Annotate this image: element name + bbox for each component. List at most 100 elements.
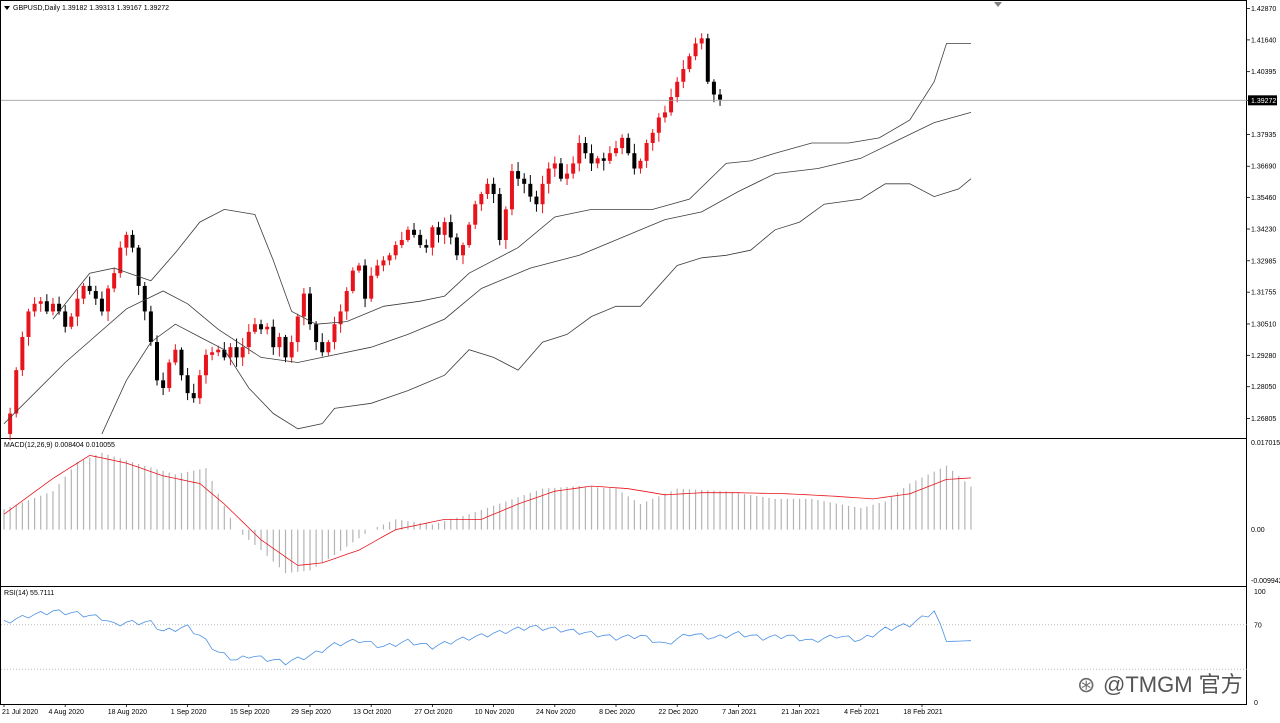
candle-bull bbox=[381, 260, 386, 266]
candle-bull bbox=[595, 158, 600, 164]
candle-bull bbox=[124, 234, 129, 248]
bollinger-upper-line bbox=[52, 43, 971, 325]
axes-layer: 1.42870 1.41640 1.40395 1.39272 1.37935 1.366… bbox=[2, 6, 1280, 716]
candle-bear bbox=[412, 229, 417, 235]
date-tick-label: 8 Dec 2020 bbox=[599, 709, 635, 716]
candle-bear bbox=[136, 247, 141, 286]
watermark-text: @TMGM 官方 bbox=[1103, 672, 1243, 697]
last-price-tag-box bbox=[1248, 95, 1277, 106]
candle-bull bbox=[473, 204, 478, 225]
candle-bull bbox=[620, 137, 625, 149]
date-tick-label: 18 Aug 2020 bbox=[108, 709, 147, 716]
candle-bull bbox=[565, 173, 570, 179]
price-tick-label: 1.30510 bbox=[1251, 321, 1276, 328]
date-tick-label: 7 Jan 2021 bbox=[722, 709, 757, 716]
rsi-line bbox=[3, 609, 972, 666]
candle-bull bbox=[356, 265, 361, 271]
price-tick-label: 1.41640 bbox=[1251, 37, 1276, 44]
candle-bull bbox=[216, 349, 221, 353]
watermark: ⊛ @TMGM 官方 bbox=[1077, 672, 1243, 697]
date-tick-label: 21 Jul 2020 bbox=[2, 709, 38, 716]
price-series-layer bbox=[1, 33, 1247, 441]
candle-bull bbox=[301, 293, 306, 317]
candle-bull bbox=[69, 316, 74, 327]
candle-bull bbox=[614, 148, 618, 154]
candle-bull bbox=[50, 303, 55, 312]
candle-bear bbox=[516, 171, 521, 179]
rsi-tick-label: 0 bbox=[1254, 700, 1258, 707]
candle-bear bbox=[522, 178, 527, 184]
candle-bear bbox=[161, 380, 166, 389]
candle-bull bbox=[607, 153, 612, 161]
macd-series-layer bbox=[3, 452, 972, 574]
candle-bull bbox=[167, 362, 172, 389]
candle-bear bbox=[705, 38, 710, 82]
candle-bear bbox=[142, 285, 147, 312]
candle-bull bbox=[344, 291, 349, 312]
candle-bull bbox=[81, 285, 86, 299]
price-tick-label: 1.40395 bbox=[1251, 69, 1276, 76]
price-tick-label: 1.42870 bbox=[1251, 6, 1276, 13]
chart-shift-marker-icon[interactable] bbox=[994, 2, 1002, 7]
candle-bear bbox=[148, 311, 153, 343]
candle-bear bbox=[497, 194, 502, 240]
chart-menu-triangle-icon[interactable] bbox=[4, 6, 10, 10]
candle-bull bbox=[540, 183, 545, 205]
candle-bear bbox=[308, 293, 312, 325]
date-tick-label: 24 Nov 2020 bbox=[536, 709, 576, 716]
date-tick-label: 15 Sep 2020 bbox=[230, 709, 270, 716]
candle-bear bbox=[222, 349, 227, 358]
candle-bear bbox=[191, 393, 196, 399]
date-tick-label: 29 Sep 2020 bbox=[291, 709, 331, 716]
candle-bull bbox=[246, 331, 251, 348]
rsi-tick-label: 70 bbox=[1254, 622, 1262, 629]
candle-bear bbox=[283, 336, 288, 358]
candle-bull bbox=[8, 413, 13, 434]
candle-bear bbox=[130, 234, 135, 248]
last-price-tag: 1.39272 bbox=[1251, 98, 1276, 105]
candle-bull bbox=[650, 132, 655, 143]
price-tick-label: 1.34230 bbox=[1251, 227, 1276, 234]
candle-bear bbox=[528, 183, 533, 197]
candle-bull bbox=[106, 288, 111, 312]
candle-bear bbox=[271, 326, 276, 348]
candle-bear bbox=[57, 303, 62, 312]
candle-bull bbox=[203, 354, 208, 376]
price-tick-label: 1.31755 bbox=[1251, 290, 1276, 297]
candle-bull bbox=[277, 336, 282, 348]
candle-bull bbox=[571, 163, 576, 174]
price-tick-label: 1.36690 bbox=[1251, 164, 1276, 171]
bollinger-middle-line bbox=[3, 112, 972, 424]
candle-bear bbox=[87, 285, 92, 292]
candle-bear bbox=[314, 324, 319, 343]
candle-bull bbox=[405, 229, 410, 240]
candle-bull bbox=[393, 245, 398, 256]
date-tick-label: 13 Oct 2020 bbox=[353, 709, 391, 716]
date-tick-label: 22 Dec 2020 bbox=[658, 709, 698, 716]
candle-bull bbox=[210, 352, 215, 355]
candle-bull bbox=[577, 142, 582, 164]
date-tick-label: 18 Feb 2021 bbox=[903, 709, 942, 716]
candle-bull bbox=[387, 255, 392, 261]
date-tick-label: 27 Oct 2020 bbox=[414, 709, 452, 716]
candle-bull bbox=[197, 375, 202, 399]
candle-bull bbox=[289, 342, 294, 358]
candle-bear bbox=[718, 94, 723, 100]
candle-bear bbox=[179, 349, 184, 376]
candle-bear bbox=[418, 234, 423, 246]
candle-bull bbox=[699, 38, 704, 44]
candle-bull bbox=[509, 171, 514, 210]
rsi-tick-label: 100 bbox=[1254, 589, 1266, 596]
macd-tick-label: 0.00 bbox=[1251, 527, 1265, 534]
candle-bear bbox=[558, 163, 563, 179]
rsi-pane-frame bbox=[0, 586, 1247, 705]
candle-bear bbox=[44, 301, 49, 312]
candle-bull bbox=[112, 273, 117, 289]
price-tick-label: 1.26805 bbox=[1251, 416, 1276, 423]
rsi-series-layer bbox=[1, 609, 1247, 670]
candle-bear bbox=[320, 342, 325, 353]
candle-bull bbox=[38, 301, 43, 304]
candle-bear bbox=[534, 196, 539, 205]
